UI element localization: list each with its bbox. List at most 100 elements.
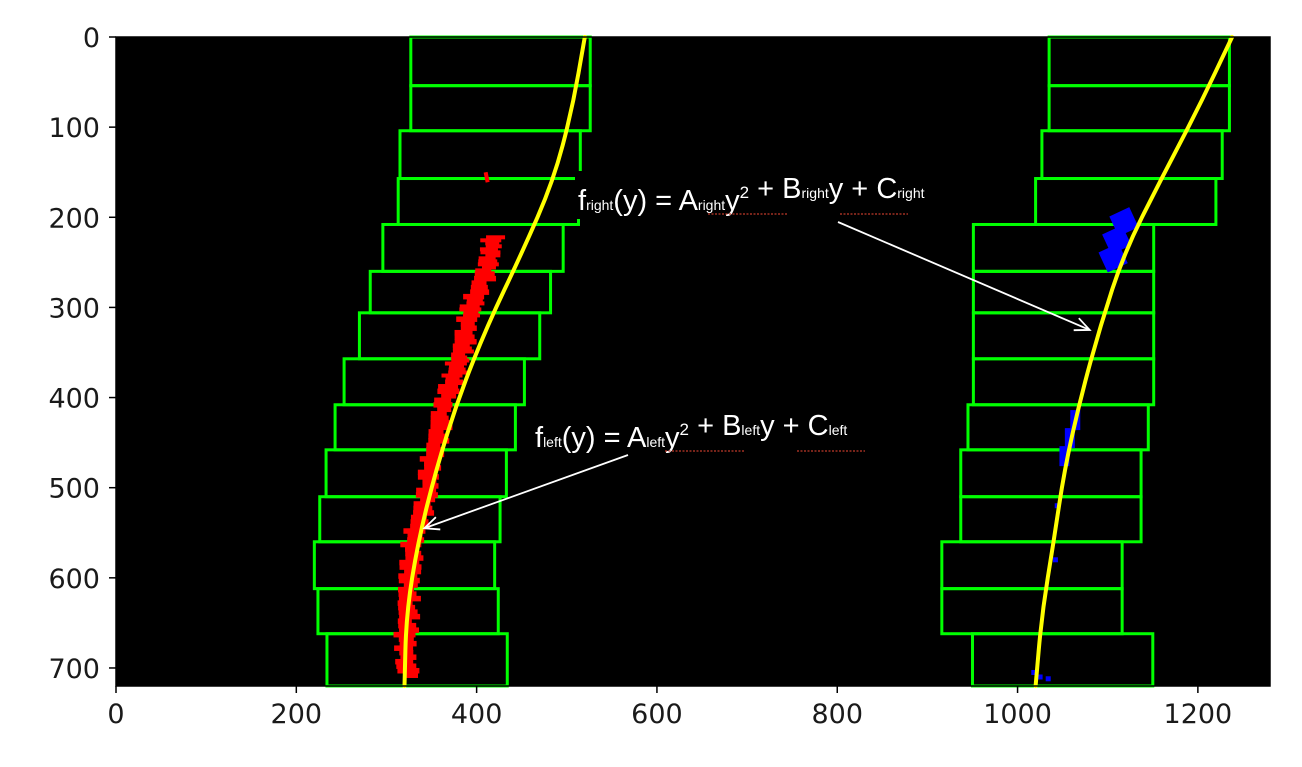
left-lane-pixel — [430, 411, 447, 417]
right-lane-pixel — [1045, 676, 1051, 682]
left-lane-pixel — [485, 244, 502, 249]
right-equation-part: y — [725, 185, 740, 217]
left-lane-pixel — [463, 310, 479, 315]
right-equation-part: y + — [829, 173, 877, 205]
left-equation-part: y — [665, 422, 680, 454]
right-equation-part: A — [679, 185, 699, 217]
y-tick-label: 300 — [48, 293, 100, 324]
left-equation-part: B — [722, 410, 741, 442]
left-lane-pixel — [410, 514, 427, 521]
left-lane-pixel — [456, 316, 478, 322]
left-lane-pixel — [415, 492, 438, 498]
left-lane-pixel — [479, 247, 498, 252]
left-lane-pixel — [416, 487, 437, 494]
left-equation-part: + — [689, 410, 722, 442]
left-lane-pixel — [400, 541, 422, 548]
left-lane-pixel — [430, 424, 453, 431]
left-lane-pixel — [407, 532, 423, 539]
left-lane-pixel — [471, 280, 487, 286]
left-lane-pixel — [419, 456, 440, 462]
left-equation-part: y + — [760, 410, 808, 442]
right-sliding-windows — [940, 35, 1231, 688]
left-lane-pixel — [437, 406, 452, 413]
right-lane-pixel — [1059, 446, 1070, 467]
left-lane-pixel — [410, 519, 429, 525]
left-lane-pixel — [405, 546, 420, 552]
left-lane-pixel — [451, 352, 466, 357]
left-lane-pixel — [452, 343, 470, 348]
left-lane-pixel — [452, 346, 472, 351]
left-equation-part: f — [535, 422, 544, 454]
x-tick-label: 400 — [451, 699, 503, 730]
left-lane-pixel — [398, 573, 418, 579]
right-equation-part: right — [586, 197, 613, 213]
left-equation-part: C — [808, 410, 829, 442]
left-equation-part: left — [829, 422, 848, 438]
left-lane-pixel — [448, 364, 464, 369]
x-tick-label: 0 — [107, 699, 124, 730]
x-tick-label: 800 — [811, 699, 863, 730]
right-equation-part: 2 — [740, 183, 749, 202]
right-equation-arrowhead — [1073, 317, 1092, 332]
left-lane-pixel — [460, 320, 475, 327]
right-equation-part: right — [802, 185, 829, 201]
left-equation-background — [532, 408, 851, 456]
left-lane-pixel — [399, 613, 421, 620]
y-tick-label: 400 — [48, 384, 100, 415]
left-lane-pixel — [474, 271, 495, 277]
right-equation-text: fright(y) = Arighty2 + Brighty + Cright — [578, 173, 925, 217]
left-lane-pixel — [478, 259, 498, 264]
x-tick-label: 600 — [631, 699, 683, 730]
right-lane-pixel — [1052, 557, 1058, 563]
left-lane-pixel — [430, 415, 449, 422]
left-lane-pixel — [454, 334, 475, 340]
left-lane-pixel — [422, 478, 437, 485]
left-equation-part: left — [543, 434, 562, 450]
left-equation-part: (y) = — [562, 422, 627, 454]
left-equation-arrow — [424, 454, 629, 530]
left-lane-pixel — [428, 438, 450, 444]
left-lane-pixel — [454, 329, 473, 336]
left-lane-pixel — [399, 640, 417, 647]
left-lane-pixel — [398, 591, 417, 597]
left-lane-pixel — [438, 384, 459, 390]
left-lane-pixel — [430, 420, 451, 426]
left-lane-pixel — [437, 388, 460, 395]
left-lane-pixel — [470, 289, 490, 295]
right-lane-pixel — [1031, 669, 1037, 675]
left-lane-pixel — [451, 358, 470, 363]
x-tick-label: 1000 — [983, 699, 1052, 730]
right-equation-part: right — [698, 197, 725, 213]
left-lane-pixel — [397, 667, 420, 674]
left-lane-pixel — [454, 338, 477, 345]
left-lane-pixel — [448, 367, 466, 372]
left-lane-pixel — [426, 447, 443, 453]
left-lane-pixel — [463, 293, 485, 300]
left-lane-pixel — [448, 370, 468, 375]
left-lane-pixel — [397, 600, 413, 606]
left-lane-pixel — [441, 393, 457, 399]
left-lane-pixel — [475, 268, 492, 273]
equation-annotations: fright(y) = Arighty2 + Brighty + Crightf… — [422, 171, 1092, 531]
right-equation-part: right — [897, 185, 924, 201]
axes: 0 200 400 600 800 1000 1200 0 100 200 300 400 500 600… — [48, 23, 1271, 730]
left-equation-text: fleft(y) = Alefty2 + Blefty + Cleft — [535, 410, 847, 454]
x-tick-label: 200 — [271, 699, 323, 730]
plot-background — [116, 37, 1270, 686]
left-lane-pixel — [460, 325, 477, 331]
left-lane-pixel — [398, 577, 420, 584]
right-equation-arrow — [837, 221, 1091, 331]
left-lane-pixel — [466, 301, 485, 306]
left-lane-pixel — [398, 586, 415, 593]
left-lane-pixel — [485, 241, 500, 246]
left-equation-part: left — [741, 422, 760, 438]
y-tick-label: 700 — [48, 654, 100, 685]
left-lane-pixel — [405, 550, 422, 557]
left-lane-pixel — [480, 238, 502, 243]
left-lane-pixel — [444, 361, 467, 366]
left-equation-part: 2 — [680, 420, 689, 439]
left-lane-pixel — [424, 460, 440, 467]
axes-frame — [115, 36, 1271, 687]
left-lane-pixel — [478, 256, 496, 261]
